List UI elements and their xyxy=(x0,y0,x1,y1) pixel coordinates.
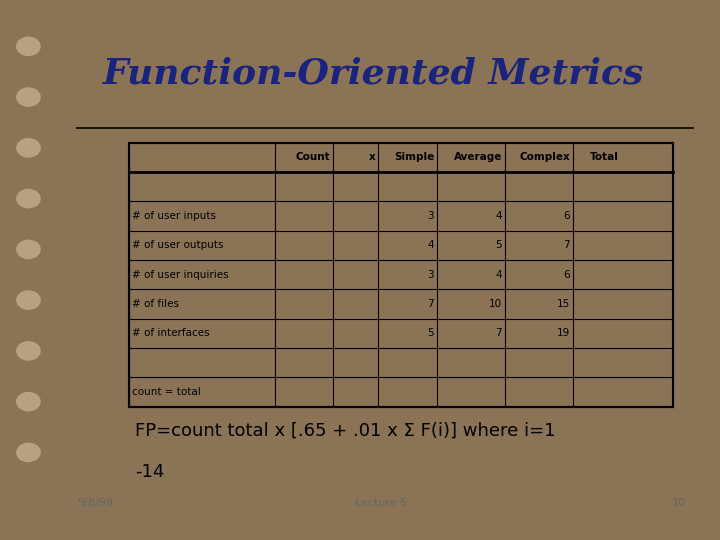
Text: 7: 7 xyxy=(428,299,434,309)
Text: count = total: count = total xyxy=(132,387,201,397)
Text: -14: -14 xyxy=(135,463,165,481)
Circle shape xyxy=(17,37,40,56)
Circle shape xyxy=(12,33,45,59)
Text: Function-Oriented Metrics: Function-Oriented Metrics xyxy=(103,57,644,91)
Text: 10: 10 xyxy=(672,498,686,508)
Text: Total: Total xyxy=(590,152,618,163)
Circle shape xyxy=(12,439,45,465)
Text: # of user inputs: # of user inputs xyxy=(132,211,216,221)
Text: 9/8/99: 9/8/99 xyxy=(77,498,113,508)
Text: Average: Average xyxy=(454,152,502,163)
Circle shape xyxy=(12,236,45,262)
Text: Count: Count xyxy=(296,152,330,163)
Text: 6: 6 xyxy=(564,270,570,280)
Circle shape xyxy=(12,185,45,212)
Text: 10: 10 xyxy=(489,299,502,309)
Text: # of interfaces: # of interfaces xyxy=(132,328,210,339)
Circle shape xyxy=(17,190,40,208)
Circle shape xyxy=(17,240,40,259)
Circle shape xyxy=(12,338,45,364)
Text: 3: 3 xyxy=(428,211,434,221)
Text: 7: 7 xyxy=(495,328,502,339)
Text: Lecture 5: Lecture 5 xyxy=(356,498,408,508)
Circle shape xyxy=(17,88,40,106)
Text: Simple: Simple xyxy=(394,152,434,163)
Circle shape xyxy=(17,443,40,462)
Circle shape xyxy=(12,84,45,110)
Text: # of files: # of files xyxy=(132,299,179,309)
Text: # of user inquiries: # of user inquiries xyxy=(132,270,229,280)
Text: Complex: Complex xyxy=(519,152,570,163)
Text: 5: 5 xyxy=(495,240,502,251)
Text: 3: 3 xyxy=(428,270,434,280)
Circle shape xyxy=(17,139,40,157)
Text: 15: 15 xyxy=(557,299,570,309)
Circle shape xyxy=(12,388,45,415)
Text: FP=count total x [.65 + .01 x Σ F(i)] where i=1: FP=count total x [.65 + .01 x Σ F(i)] wh… xyxy=(135,422,556,440)
Text: 6: 6 xyxy=(564,211,570,221)
Text: x: x xyxy=(369,152,376,163)
Text: 4: 4 xyxy=(495,211,502,221)
Text: 7: 7 xyxy=(564,240,570,251)
Circle shape xyxy=(17,393,40,411)
Text: 4: 4 xyxy=(428,240,434,251)
Text: # of user outputs: # of user outputs xyxy=(132,240,224,251)
Text: 5: 5 xyxy=(428,328,434,339)
Circle shape xyxy=(17,342,40,360)
Text: 19: 19 xyxy=(557,328,570,339)
Circle shape xyxy=(12,134,45,161)
Circle shape xyxy=(17,291,40,309)
Circle shape xyxy=(12,287,45,313)
Text: 4: 4 xyxy=(495,270,502,280)
Bar xyxy=(129,143,673,407)
